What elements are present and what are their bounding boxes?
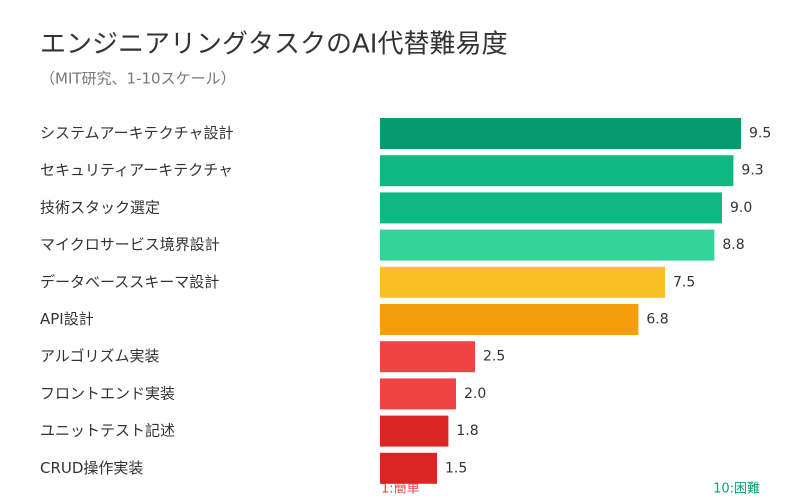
- bar: [380, 378, 456, 410]
- category-label: 技術スタック選定: [40, 198, 160, 216]
- value-label: 1.5: [445, 460, 467, 476]
- high-label: 10:困難: [713, 482, 760, 497]
- value-label: 1.8: [456, 423, 478, 439]
- value-label: 9.5: [749, 126, 771, 142]
- category-label: マイクロサービス境界設計: [40, 236, 220, 254]
- bar: [380, 341, 475, 373]
- category-label: アルゴリズム実装: [40, 347, 160, 365]
- category-label: CRUD操作実装: [40, 459, 143, 477]
- category-label: システムアーキテクチャ設計: [40, 124, 234, 142]
- value-label: 9.0: [730, 200, 752, 216]
- bar: [380, 266, 665, 298]
- category-label: セキュリティアーキテクチャ: [40, 161, 233, 179]
- low-label: 1:簡単: [381, 481, 420, 497]
- chart-title: エンジニアリングタスクのAI代替難易度: [40, 30, 507, 60]
- bar: [380, 192, 722, 224]
- bar: [380, 118, 741, 149]
- category-label: データベーススキーマ設計: [40, 273, 219, 291]
- value-label: 9.3: [741, 163, 763, 179]
- category-label: ユニットテスト記述: [40, 422, 175, 440]
- category-label: API設計: [40, 310, 94, 328]
- value-label: 2.0: [464, 386, 486, 402]
- category-label: フロントエンド実装: [40, 384, 175, 402]
- chart-subtitle: （MIT研究、1-10スケール）: [40, 70, 236, 88]
- bar: [380, 155, 734, 187]
- value-label: 2.5: [483, 349, 505, 365]
- bar: [380, 452, 437, 484]
- bar: [380, 304, 639, 335]
- value-label: 8.8: [722, 237, 744, 253]
- value-label: 6.8: [646, 312, 668, 328]
- bar: [380, 229, 715, 261]
- bar: [380, 415, 449, 447]
- value-label: 7.5: [673, 274, 695, 290]
